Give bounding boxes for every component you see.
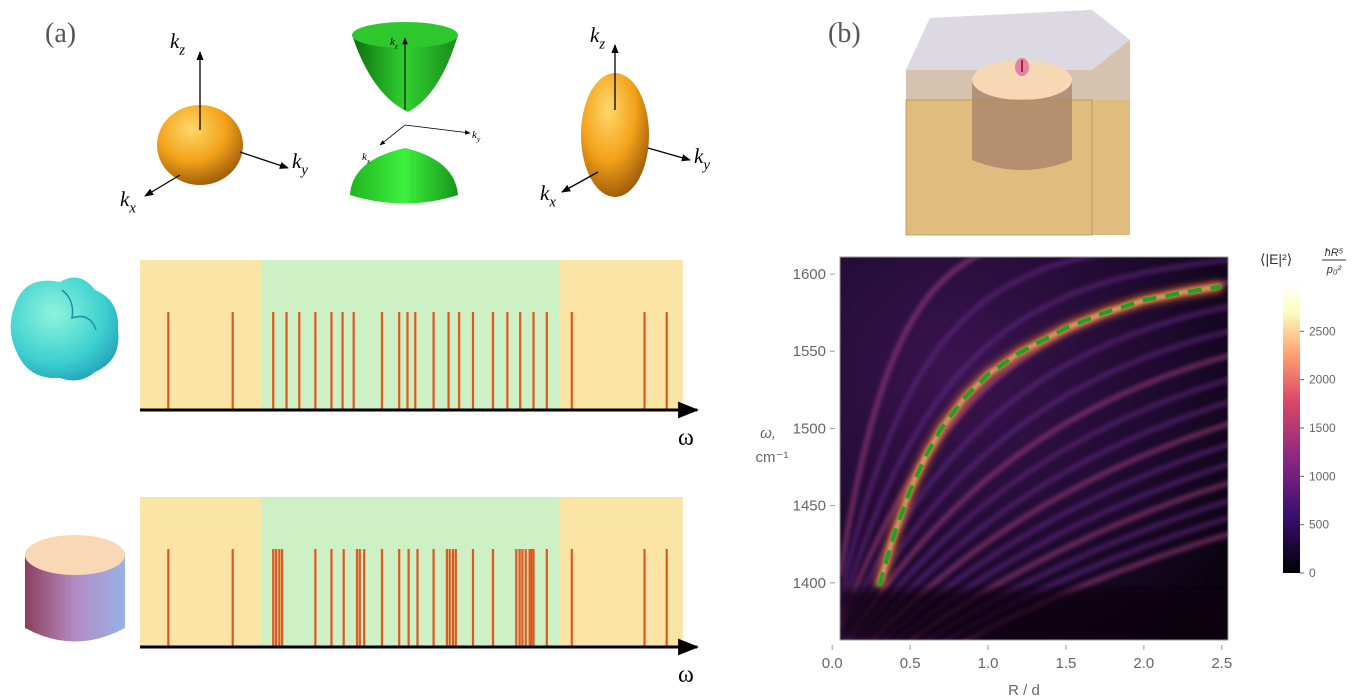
heatmap: [840, 228, 1237, 698]
x-tick-label: 1.0: [978, 655, 999, 672]
sphere-fermi-surface: [145, 52, 288, 196]
axis-label-sub: x: [128, 200, 136, 216]
x-tick-label: 2.0: [1133, 655, 1154, 672]
panel-label: (b): [828, 18, 861, 49]
x-tick-label: 1.5: [1056, 655, 1077, 672]
axis-label: kx: [120, 187, 136, 216]
x-tick-label: 2.5: [1211, 655, 1232, 672]
cube: [906, 10, 1130, 235]
heatmap-shade: [840, 590, 1228, 640]
page: (a) (b) kzkykxkzkykxkzkykxωω0.00.51.01.5…: [0, 0, 1360, 698]
y-tick-label: 1450: [793, 498, 826, 515]
axis-label: kx: [540, 181, 556, 210]
y-tick-label: 1500: [793, 420, 826, 437]
axis-label-sub: z: [178, 42, 185, 58]
colorbar-label-denominator: p₀²: [1326, 264, 1342, 276]
x-axis-label: ω: [678, 662, 694, 688]
band: [560, 260, 683, 410]
axis-label: kz: [590, 23, 605, 52]
colorbar-tick-label: 0: [1309, 566, 1316, 580]
axis-label-sub: x: [548, 194, 556, 210]
y-tick-label: 1600: [793, 266, 826, 283]
colorbar-tick-label: 500: [1309, 518, 1329, 532]
axis-label-sub: z: [394, 41, 398, 50]
y-axis-label: ω,: [760, 425, 776, 442]
band: [560, 497, 683, 647]
colorbar-label-numerator: ħR⁵: [1325, 247, 1344, 259]
band: [261, 497, 560, 647]
axis-label-sub: y: [299, 162, 308, 178]
axis-label: ky: [292, 149, 308, 178]
axis-label-sub: z: [598, 36, 605, 52]
axis-label: kz: [170, 29, 185, 58]
band: [140, 260, 261, 410]
y-axis-label: cm⁻¹: [756, 449, 789, 466]
band: [140, 497, 261, 647]
colorbar-tick-label: 1500: [1309, 421, 1336, 435]
colorbar-label: ⟨|E|²⟩: [1260, 251, 1292, 267]
hyperboloid-surface: [350, 22, 470, 204]
colorbar-tick-label: 1000: [1309, 469, 1336, 483]
x-axis-label: ω: [678, 425, 694, 451]
band: [261, 260, 560, 410]
axis-label: ky: [694, 144, 710, 173]
irregular-shape: [11, 278, 119, 381]
figure: (a) (b) kzkykxkzkykxkzkykxωω0.00.51.01.5…: [0, 0, 1360, 698]
colorbar-tick-label: 2000: [1309, 373, 1336, 387]
axis-label: kx: [362, 151, 371, 165]
x-axis-label: R / d: [1008, 682, 1040, 698]
axis-label-sub: y: [476, 134, 481, 143]
y-tick-label: 1550: [793, 343, 826, 360]
colorbar: [1283, 283, 1300, 573]
x-tick-label: 0.5: [900, 655, 921, 672]
axis-label-sub: y: [701, 157, 710, 173]
panel-label: (a): [45, 18, 76, 49]
y-tick-label: 1400: [793, 575, 826, 592]
axis-label: ky: [472, 129, 481, 143]
axis-label-sub: x: [366, 156, 371, 165]
x-tick-label: 0.0: [822, 655, 843, 672]
ellipsoid-surface: [562, 45, 690, 197]
colorbar-tick-label: 2500: [1309, 324, 1336, 338]
cylinder: [25, 535, 125, 642]
